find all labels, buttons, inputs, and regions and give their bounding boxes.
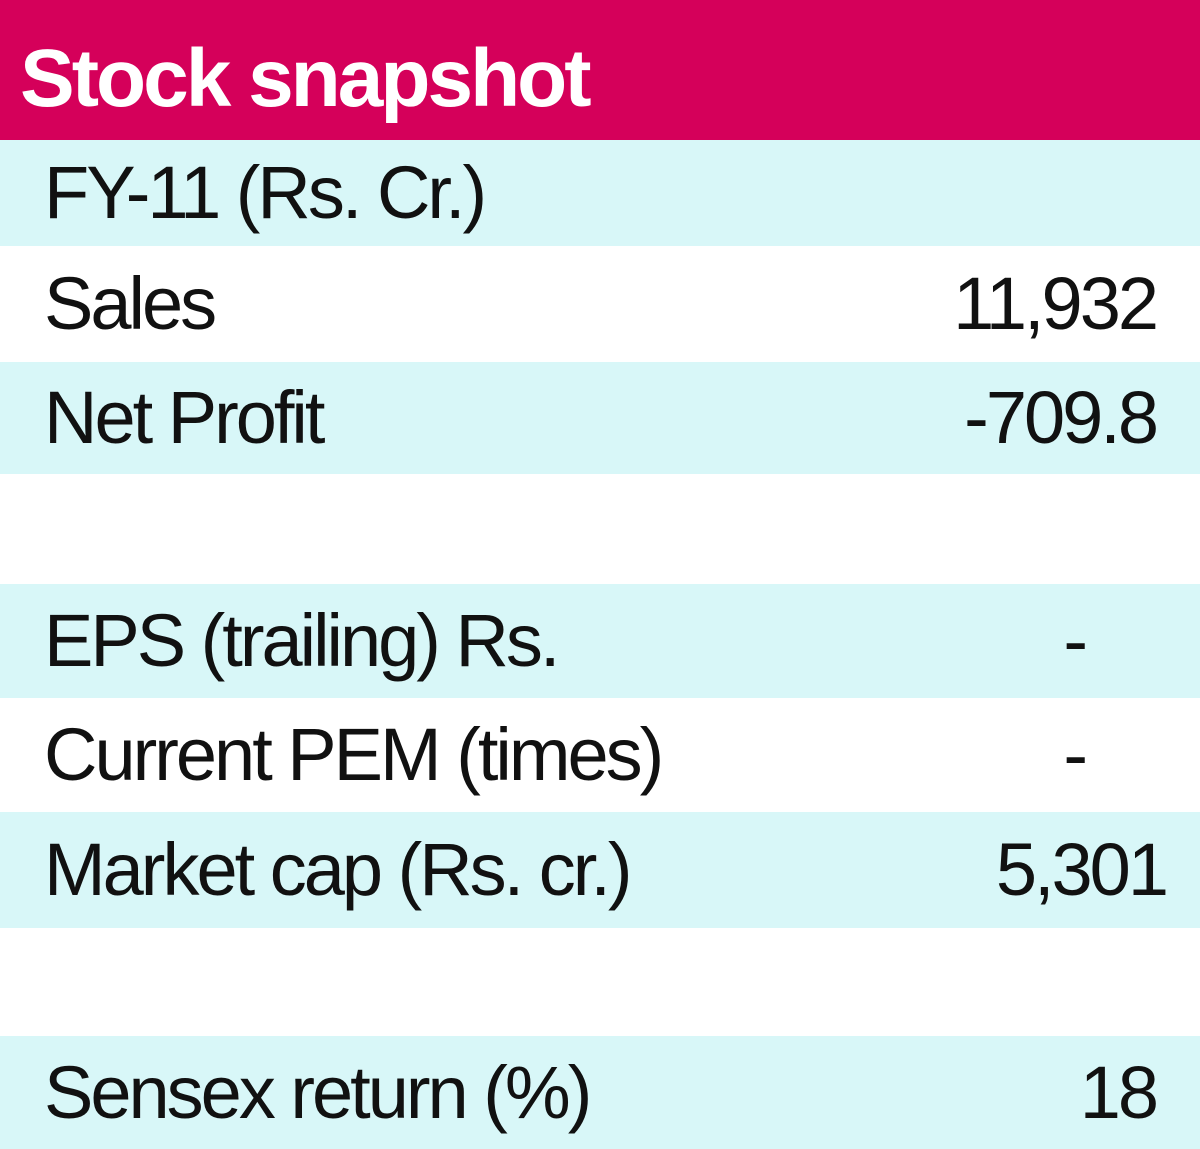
- table-row-current-pem: Current PEM (times) -: [0, 698, 1200, 812]
- row-value: 18: [1079, 1050, 1159, 1134]
- row-value: -: [1063, 599, 1088, 682]
- table-title: Stock snapshot: [20, 33, 592, 124]
- section-heading-row: FY-11 (Rs. Cr.): [0, 140, 1200, 246]
- row-label: Sales: [44, 262, 217, 345]
- spacer-row: [0, 928, 1200, 1036]
- row-value: 11,932: [953, 262, 1159, 345]
- table-row-net-profit: Net Profit -709.8: [0, 362, 1200, 474]
- table-row-eps: EPS (trailing) Rs. -: [0, 584, 1200, 698]
- row-label: Current PEM (times): [44, 713, 664, 796]
- spacer-row: [0, 474, 1200, 584]
- row-label: Net Profit: [44, 376, 325, 459]
- table-header: Stock snapshot: [0, 0, 1200, 140]
- table-row-sensex-return: Sensex return (%) 18: [0, 1036, 1200, 1149]
- table-row-sales: Sales 11,932: [0, 246, 1200, 362]
- row-value: -709.8: [964, 376, 1159, 459]
- row-label: Sensex return (%): [44, 1050, 592, 1134]
- row-label: Market cap (Rs. cr.): [44, 828, 633, 911]
- row-value: 5,301: [995, 828, 1169, 911]
- section-heading: FY-11 (Rs. Cr.): [44, 151, 487, 234]
- row-value: -: [1063, 713, 1088, 796]
- row-label: EPS (trailing) Rs.: [44, 599, 560, 682]
- table-row-market-cap: Market cap (Rs. cr.) 5,301: [0, 812, 1200, 928]
